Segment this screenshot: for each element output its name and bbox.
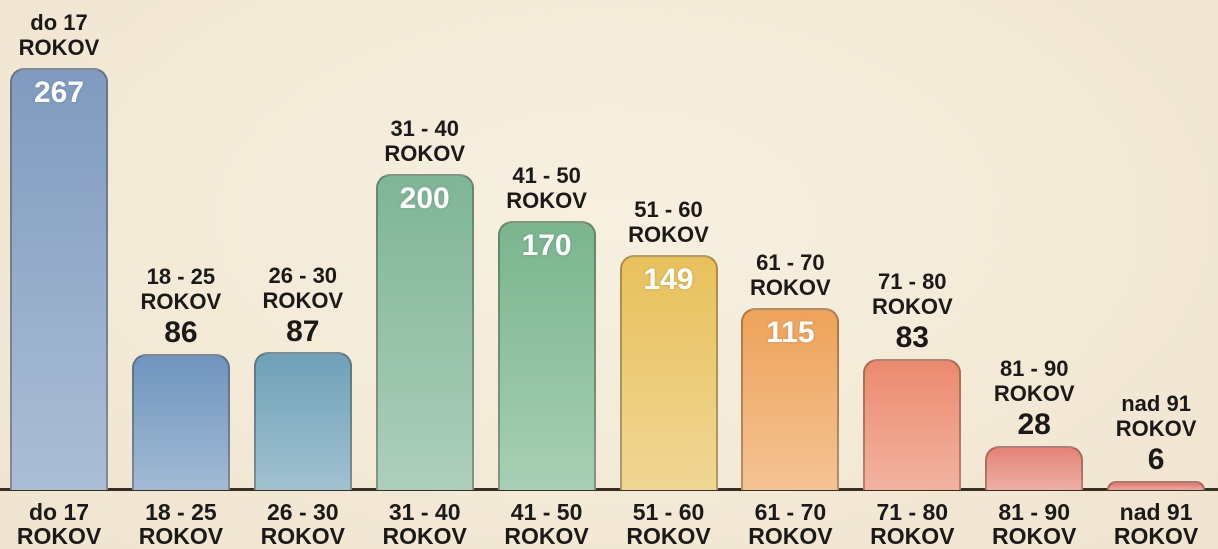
category-label: 31 - 40 ROKOV — [370, 116, 480, 166]
value-label: 28 — [979, 408, 1089, 442]
value-label: 200 — [370, 182, 480, 216]
value-label: 170 — [492, 229, 602, 263]
category-label: 71 - 80 ROKOV — [857, 269, 967, 319]
bar — [132, 354, 230, 490]
bar — [1107, 481, 1205, 490]
value-label: 115 — [735, 316, 845, 350]
bar — [10, 68, 108, 490]
category-label: 26 - 30 ROKOV — [248, 263, 358, 313]
x-tick-label: 71 - 80 ROKOV — [857, 500, 967, 548]
x-tick-label: nad 91 ROKOV — [1101, 500, 1211, 548]
category-label: 51 - 60 ROKOV — [614, 197, 724, 247]
x-tick-label: 81 - 90 ROKOV — [979, 500, 1089, 548]
category-label: nad 91 ROKOV — [1101, 391, 1211, 441]
x-tick-label: 26 - 30 ROKOV — [248, 500, 358, 548]
value-label: 267 — [4, 76, 114, 110]
category-label: 81 - 90 ROKOV — [979, 356, 1089, 406]
value-label: 83 — [857, 321, 967, 355]
x-tick-label: 18 - 25 ROKOV — [126, 500, 236, 548]
bar — [254, 352, 352, 490]
value-label: 87 — [248, 315, 358, 349]
value-label: 6 — [1101, 443, 1211, 477]
x-tick-label: 51 - 60 ROKOV — [614, 500, 724, 548]
x-tick-label: 31 - 40 ROKOV — [370, 500, 480, 548]
x-tick-label: do 17 ROKOV — [4, 500, 114, 548]
category-label: do 17 ROKOV — [4, 10, 114, 60]
category-label: 41 - 50 ROKOV — [492, 163, 602, 213]
category-label: 61 - 70 ROKOV — [735, 250, 845, 300]
x-tick-label: 61 - 70 ROKOV — [735, 500, 845, 548]
chart: 267do 17 ROKOVdo 17 ROKOV8618 - 25 ROKOV… — [0, 0, 1218, 549]
x-tick-label: 41 - 50 ROKOV — [492, 500, 602, 548]
category-label: 18 - 25 ROKOV — [126, 264, 236, 314]
bar — [985, 446, 1083, 490]
bar — [863, 359, 961, 490]
value-label: 149 — [614, 263, 724, 297]
value-label: 86 — [126, 316, 236, 350]
bar — [376, 174, 474, 490]
